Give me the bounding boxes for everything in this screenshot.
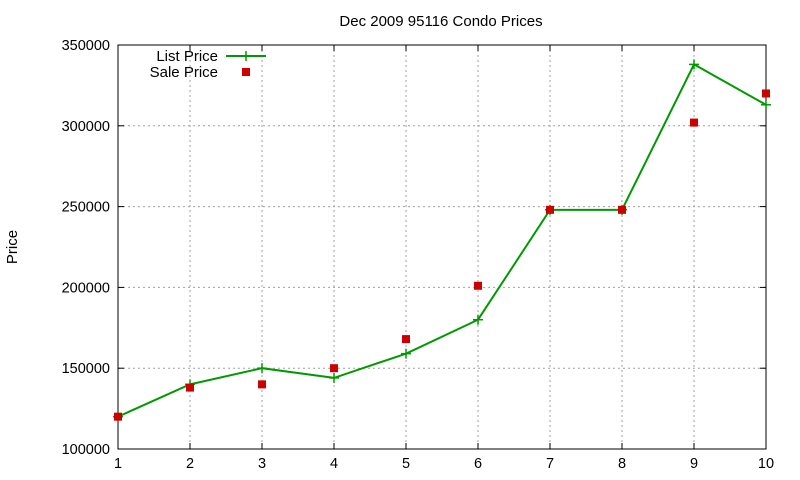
data-point [330, 364, 338, 373]
legend-item: List Price [156, 48, 266, 65]
plot-frame [117, 44, 767, 450]
y-tick-label: 150000 [62, 361, 110, 377]
legend-label: List Price [156, 48, 218, 65]
y-tick-label: 250000 [62, 200, 110, 216]
y-axis-label: Price [4, 230, 21, 264]
series-line [117, 63, 767, 418]
y-tick-label: 100000 [62, 442, 110, 458]
x-tick-label: 4 [330, 456, 338, 472]
x-tick-label: 3 [258, 456, 266, 472]
data-point [258, 380, 266, 389]
data-point [761, 99, 771, 110]
data-point [546, 205, 554, 214]
x-tick-label: 2 [186, 456, 194, 472]
x-tick-label: 10 [758, 456, 774, 472]
y-tick-label: 350000 [62, 38, 110, 54]
data-point [618, 205, 626, 214]
series-layer [113, 59, 771, 422]
x-tick-label: 9 [690, 456, 698, 472]
grid [118, 45, 766, 449]
legend-marker [241, 51, 251, 61]
series-2 [114, 89, 770, 421]
data-point [257, 363, 267, 374]
chart-title: Dec 2009 95116 Condo Prices [339, 13, 542, 30]
x-tick-label: 8 [618, 456, 626, 472]
x-tick-label: 1 [114, 456, 122, 472]
data-point [329, 372, 339, 383]
axis-ticks [117, 44, 767, 450]
x-tick-label: 7 [546, 456, 554, 472]
data-point [690, 118, 698, 127]
data-point [762, 89, 770, 98]
data-point [473, 314, 483, 325]
data-point [186, 383, 194, 392]
legend-label: Sale Price [150, 64, 218, 81]
legend-marker [242, 68, 250, 76]
data-point [402, 335, 410, 344]
data-point [474, 281, 482, 290]
series-1 [113, 59, 771, 422]
y-tick-label: 200000 [62, 280, 110, 296]
data-point [689, 59, 699, 70]
x-tick-label: 5 [402, 456, 410, 472]
data-point [114, 412, 122, 421]
axis-tick-labels: 1 2 3 4 5 6 7 8 9 10 100000 150000 200000 250000 30000… [62, 38, 774, 472]
y-tick-label: 300000 [62, 119, 110, 135]
legend-item: Sale Price [150, 64, 250, 81]
x-tick-label: 6 [474, 456, 482, 472]
data-point [401, 348, 411, 359]
